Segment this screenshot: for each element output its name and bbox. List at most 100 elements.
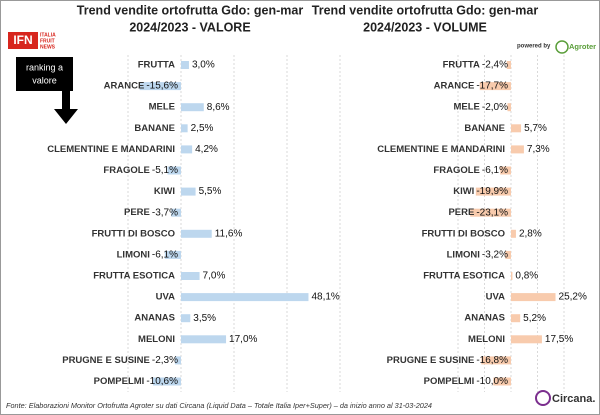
bar — [152, 377, 181, 386]
category-label: POMPELMI — [94, 376, 145, 387]
bar — [181, 314, 191, 323]
data-label: 17,5% — [545, 334, 573, 345]
bar — [511, 272, 513, 280]
category-label: FRAGOLE — [103, 165, 149, 176]
data-label: 2,5% — [191, 123, 214, 134]
bar — [164, 250, 181, 259]
category-label: FRUTTA — [443, 60, 480, 71]
logo-tagline: FRUIT — [40, 38, 55, 44]
data-label: -2,3% — [152, 355, 178, 366]
category-label: PRUGNE E SUSINE — [62, 355, 150, 366]
data-label: -15,6% — [146, 81, 178, 92]
chart-title: Trend vendite ortofrutta Gdo: gen-mar — [77, 3, 304, 17]
bar — [500, 166, 511, 175]
data-label: -2,0% — [482, 102, 508, 113]
category-label: LIMONI — [117, 249, 150, 260]
data-label: 5,7% — [524, 123, 547, 134]
category-label: LIMONI — [447, 249, 480, 260]
category-label: POMPELMI — [424, 376, 475, 387]
annotation: valore — [32, 75, 57, 85]
bar — [181, 61, 189, 69]
category-label: FRUTTA — [138, 60, 175, 71]
data-label: 4,2% — [195, 144, 218, 155]
category-label: MELONI — [138, 334, 175, 345]
source: Fonte: Elaborazioni Monitor Ortofrutta A… — [6, 401, 432, 410]
bar — [181, 293, 309, 302]
sponsor: Agroter — [569, 42, 596, 51]
category-label: ARANCE — [104, 81, 145, 92]
bar — [511, 124, 522, 133]
category-label: FRUTTI DI BOSCO — [92, 228, 175, 239]
category-label: MELE — [149, 102, 175, 113]
bar — [511, 335, 542, 344]
bar — [181, 272, 200, 280]
data-label: -3,2% — [482, 250, 508, 261]
data-label: -16,8% — [476, 355, 508, 366]
category-label: BANANE — [464, 123, 505, 134]
bar — [181, 103, 204, 112]
logo-box — [8, 32, 38, 49]
category-label: BANANE — [134, 123, 175, 134]
data-label: -5,1% — [152, 165, 178, 176]
category-label: PERE — [448, 207, 474, 218]
bar — [511, 145, 524, 154]
bar — [174, 356, 181, 365]
category-label: MELONI — [468, 334, 505, 345]
bar — [479, 82, 511, 91]
category-label: ANANAS — [134, 313, 175, 324]
category-label: FRUTTA ESOTICA — [423, 271, 505, 282]
data-label: 7,3% — [527, 144, 550, 155]
data-label: -6,1% — [482, 165, 508, 176]
bar — [171, 208, 181, 217]
bar — [507, 103, 511, 112]
category-label: UVA — [156, 292, 175, 303]
chart-subtitle: 2024/2023 - VOLUME — [363, 20, 487, 34]
bar — [181, 335, 227, 344]
bar — [493, 377, 511, 386]
data-label: -17,7% — [476, 81, 508, 92]
category-label: KIWI — [154, 186, 175, 197]
logo-tagline: ITALIA — [40, 32, 56, 38]
data-label: 7,0% — [203, 271, 226, 282]
bar — [505, 250, 511, 259]
bar — [139, 82, 181, 91]
data-label: 11,6% — [215, 228, 243, 239]
bar — [181, 229, 212, 238]
data-label: -10,0% — [476, 376, 508, 387]
bar — [167, 166, 181, 175]
data-label: -19,9% — [476, 186, 508, 197]
logo-name: IFN — [13, 33, 32, 47]
data-label: -10,6% — [146, 376, 178, 387]
category-label: CLEMENTINE E MANDARINI — [377, 144, 505, 155]
chart-title: Trend vendite ortofrutta Gdo: gen-mar — [312, 3, 539, 17]
bar — [181, 187, 196, 196]
category-label: PRUGNE E SUSINE — [387, 355, 475, 366]
data-label: 25,2% — [559, 292, 587, 303]
category-label: KIWI — [453, 186, 474, 197]
category-label: ARANCE — [434, 81, 475, 92]
powered-by: powered by — [517, 44, 551, 50]
data-label: 5,2% — [523, 313, 546, 324]
bar — [511, 293, 556, 302]
category-label: UVA — [486, 292, 505, 303]
chart-subtitle: 2024/2023 - VALORE — [129, 20, 250, 34]
bar — [181, 145, 193, 154]
annotation-box — [16, 57, 73, 91]
bar — [181, 124, 188, 133]
data-label: 2,8% — [519, 228, 542, 239]
category-label: FRAGOLE — [433, 165, 479, 176]
category-label: PERE — [124, 207, 150, 218]
bar — [481, 356, 511, 365]
data-label: -23,1% — [476, 207, 508, 218]
data-label: 5,5% — [199, 186, 222, 197]
bar — [470, 208, 511, 217]
data-label: -2,4% — [482, 60, 508, 71]
data-label: -3,7% — [152, 207, 178, 218]
category-label: FRUTTA ESOTICA — [93, 271, 175, 282]
brand-icon — [535, 390, 551, 406]
bar — [475, 187, 511, 196]
category-label: MELE — [453, 102, 479, 113]
sponsor-icon — [555, 40, 569, 54]
